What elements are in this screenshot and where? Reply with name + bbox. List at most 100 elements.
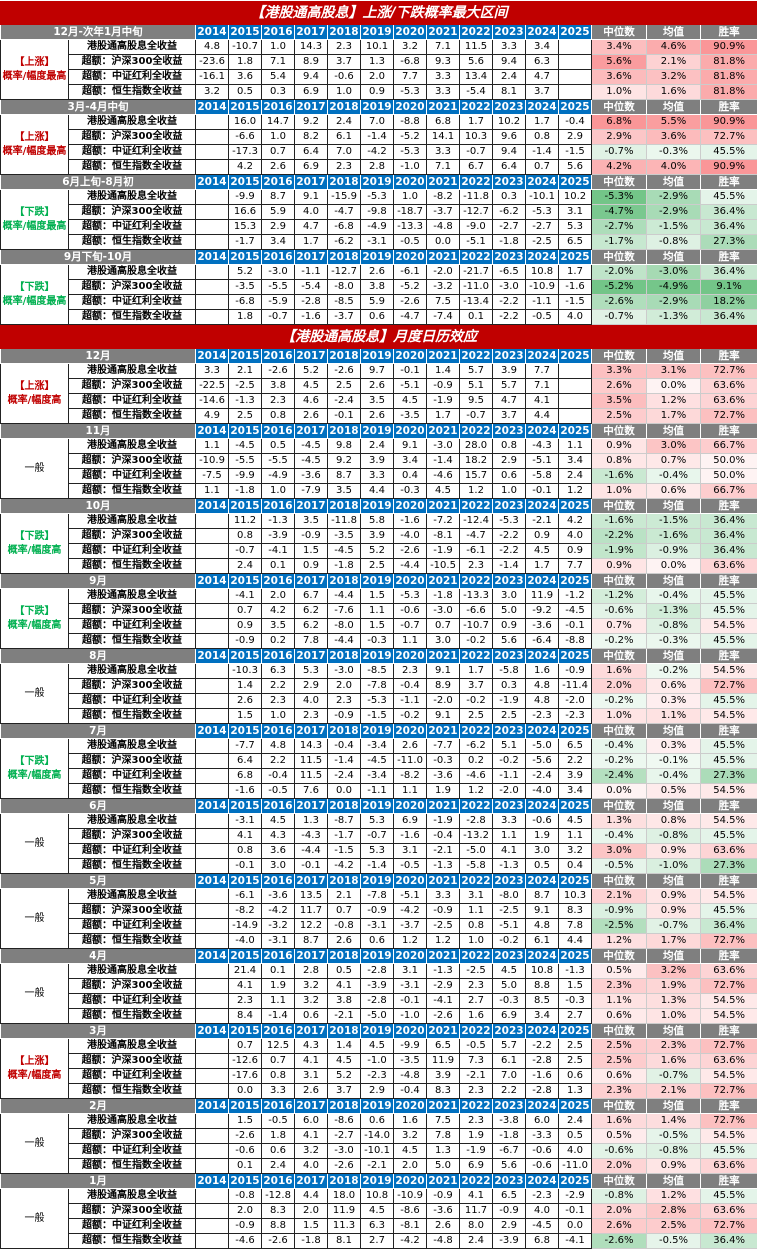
stat-header: 中位数 [591, 723, 647, 739]
year-return: -16.1 [195, 69, 229, 85]
table-row: 超额：沪深300全收益 -12.6 0.7 4.1 4.5 -1.0 -3.5 11.9 7.3… [1, 1053, 757, 1069]
year-return: 4.4 [558, 933, 592, 949]
year-return: -2.6 [327, 363, 361, 379]
year-return: 3.9 [360, 453, 394, 469]
block-header-row: 10月 2014 2015 2016 2017 2018 2019 2020 2021 2022 2… [0, 498, 757, 514]
year-return: 6.5 [492, 1188, 526, 1204]
year-return: 3.1 [558, 204, 592, 220]
year-return: 4.1 [294, 1053, 328, 1069]
year-return: -17.6 [228, 1068, 262, 1084]
year-header: 2020 [393, 1173, 427, 1189]
year-return: 7.8 [558, 918, 592, 934]
year-return: 3.2 [393, 39, 427, 55]
median-cell: 1.3% [591, 813, 647, 829]
year-return: -10.9 [525, 279, 559, 295]
index-name: 超额：恒生指数全收益 [68, 558, 196, 574]
year-return [195, 129, 229, 145]
year-return: -4.4 [327, 588, 361, 604]
year-header: 2020 [393, 348, 427, 364]
year-return: 3.2 [393, 1128, 427, 1144]
year-return: -0.3 [492, 993, 526, 1009]
year-header: 2016 [261, 174, 295, 190]
year-header: 2025 [558, 798, 592, 814]
year-return: 6.0 [525, 1113, 559, 1129]
year-header: 2024 [525, 423, 559, 439]
year-return: -8.7 [327, 813, 361, 829]
trend-tag: 【上涨】 概率/幅度高 [0, 1038, 69, 1099]
win-rate-cell: 63.6% [699, 1203, 757, 1219]
table-row: 超额：恒生指数全收益 1.8 -0.7 -1.6 -3.7 0.6 -4.7 -7.4 0.1-… [1, 309, 757, 325]
year-return: 6.5 [426, 1038, 460, 1054]
year-return: 1.1 [360, 603, 394, 619]
table-row: 超额：中证红利全收益 15.3 2.9 4.7 -6.8 -4.9 -13.3 -4.8 -9.… [1, 219, 757, 235]
year-return: 1.9 [525, 828, 559, 844]
table-row: 超额：中证红利全收益 -0.7 -4.1 1.5 -4.5 5.2 -2.6 -1.9 -6.1… [1, 543, 757, 559]
year-return: 1.5 [228, 708, 262, 724]
win-rate-cell: 36.4% [699, 528, 757, 544]
year-return: -13.4 [459, 294, 493, 310]
year-header: 2024 [525, 798, 559, 814]
year-header: 2021 [426, 24, 460, 40]
year-return: -1.6 [393, 513, 427, 529]
year-return: 2.3 [459, 1113, 493, 1129]
year-return: 0.4 [393, 468, 427, 484]
table-row: 超额：沪深300全收益 -22.5 -2.5 3.8 4.5 2.5 2.6 -5.1 -0.9… [1, 378, 757, 394]
index-name: 超额：沪深300全收益 [68, 378, 196, 394]
table-row: 超额：恒生指数全收益 1.1 -1.8 1.0 -7.9 3.5 4.4 -0.3 4.5 1.2… [1, 483, 757, 499]
win-rate-cell: 45.5% [699, 603, 757, 619]
year-return: -0.2 [393, 708, 427, 724]
year-header: 2015 [228, 1173, 262, 1189]
median-cell: 2.9% [591, 129, 647, 145]
year-return: -3.5 [228, 279, 262, 295]
year-return: 3.6 [228, 69, 262, 85]
year-header: 2025 [558, 24, 592, 40]
mean-cell: 2.1% [646, 54, 701, 70]
year-return: 11.2 [228, 513, 262, 529]
year-return [195, 159, 229, 175]
year-return: 0.2 [459, 753, 493, 769]
median-cell: -0.5% [591, 858, 647, 874]
year-return: 8.7 [294, 933, 328, 949]
median-cell: -0.2% [591, 693, 647, 709]
index-name: 超额：沪深300全收益 [68, 1053, 196, 1069]
year-return: 0.5 [558, 1128, 592, 1144]
year-return: -2.2 [492, 294, 526, 310]
table-row: 超额：中证红利全收益 6.8 -0.4 11.5 -2.4 -3.4 -8.2 -3.6 -4.… [1, 768, 757, 784]
year-return: 5.2 [294, 363, 328, 379]
year-return: -7.8 [360, 678, 394, 694]
year-header: 2014 [195, 498, 229, 514]
median-cell: -2.0% [591, 264, 647, 280]
win-rate-cell: 66.7% [699, 438, 757, 454]
stat-header: 均值 [646, 24, 701, 40]
year-header: 2024 [525, 498, 559, 514]
trend-tag-line: 概率/幅度最高 [2, 70, 67, 82]
year-return: -5.3 [360, 693, 394, 709]
year-return [195, 963, 229, 979]
table-row: 超额：中证红利全收益 -7.5 -9.9 -4.9 -3.6 8.7 3.3 0.4 -4.6 1… [1, 468, 757, 484]
stat-header: 均值 [646, 498, 701, 514]
median-cell: -5.3% [591, 189, 647, 205]
index-name: 超额：中证红利全收益 [68, 144, 196, 160]
year-header: 2024 [525, 648, 559, 664]
year-header: 2021 [426, 348, 460, 364]
year-return: 6.1 [327, 129, 361, 145]
year-return: -4.5 [294, 453, 328, 469]
mean-cell: -1.3% [646, 603, 701, 619]
median-cell: 1.6% [591, 663, 647, 679]
year-return: -4.5 [327, 543, 361, 559]
year-return: 6.9 [492, 1008, 526, 1024]
year-return [558, 363, 592, 379]
year-return: 3.3 [426, 144, 460, 160]
year-header: 2020 [393, 249, 427, 265]
year-return: -4.8 [393, 1068, 427, 1084]
year-return: 0.8 [525, 129, 559, 145]
year-return: -3.6 [261, 888, 295, 904]
year-return: 6.5 [558, 738, 592, 754]
year-return: -3.0 [426, 438, 460, 454]
year-return: 7.0 [360, 114, 394, 130]
year-return: -3.0 [492, 279, 526, 295]
trend-tag: 一般 [0, 813, 69, 874]
year-return: 8.8 [525, 978, 559, 994]
year-return [195, 1008, 229, 1024]
year-return: 4.7 [492, 393, 526, 409]
